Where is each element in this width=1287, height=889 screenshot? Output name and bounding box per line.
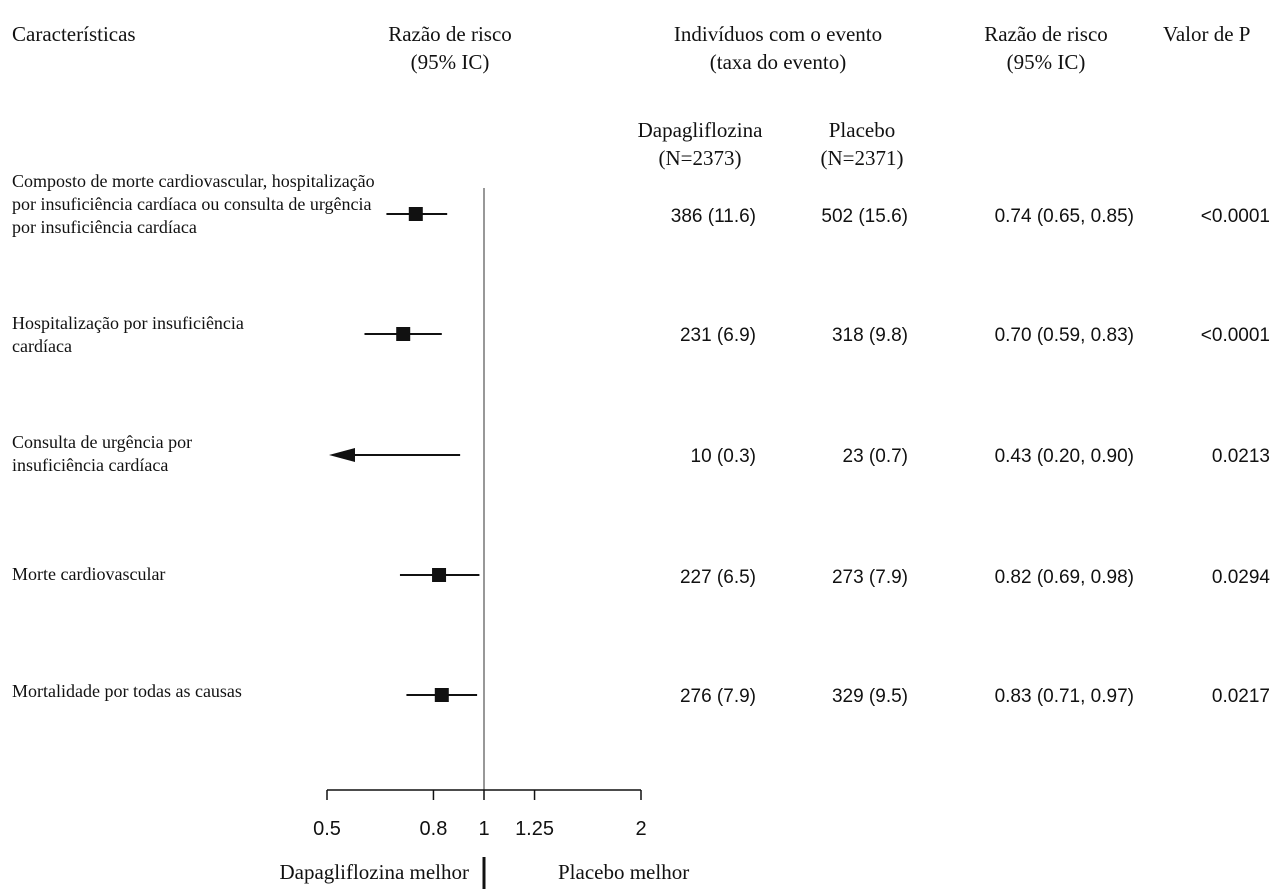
tick-label: 1 <box>478 818 490 840</box>
row-placebo-events: 23 (0.7) <box>842 446 908 467</box>
row-p-value: <0.0001 <box>1200 325 1270 346</box>
tick-label: 2 <box>635 818 647 840</box>
row-hr-text: 0.70 (0.59, 0.83) <box>994 325 1134 346</box>
row-p-value: 0.0294 <box>1211 567 1270 588</box>
row-hr-text: 0.82 (0.69, 0.98) <box>994 567 1134 588</box>
row-placebo-events: 329 (9.5) <box>831 686 908 707</box>
row-placebo-events: 273 (7.9) <box>831 567 908 588</box>
header-placebo-name: Placebo <box>828 118 896 142</box>
row-p-value: 0.0213 <box>1211 446 1270 467</box>
header-hr-column-line1: Razão de risco <box>984 22 1108 46</box>
row-label-cv-death: Morte cardiovascular <box>12 564 166 584</box>
placebo-better-label: Placebo melhor <box>558 860 690 884</box>
point-estimate <box>434 688 449 702</box>
row-dapa-events: 386 (11.6) <box>670 206 756 227</box>
header-events: Indivíduos com o evento (taxa do evento) <box>674 20 882 76</box>
row-hr-text: 0.43 (0.20, 0.90) <box>994 446 1134 467</box>
favor-divider <box>482 857 486 889</box>
point-estimate <box>396 327 411 341</box>
row-dapa-events: 231 (6.9) <box>679 325 756 346</box>
header-p-value: Valor de P <box>1163 22 1251 46</box>
point-estimate <box>408 207 423 221</box>
row-hr-text: 0.83 (0.71, 0.97) <box>994 686 1134 707</box>
row-placebo-events: 502 (15.6) <box>821 206 908 227</box>
header-hr-plot: Razão de risco (95% IC) <box>388 20 512 76</box>
header-events-line2: (taxa do evento) <box>709 50 847 74</box>
dapagliflozin-better-label: Dapagliflozina melhor <box>279 860 469 884</box>
header-placebo: Placebo (N=2371) <box>821 116 904 172</box>
row-label-all-cause-mortality: Mortalidade por todas as causas <box>12 681 242 701</box>
row-placebo-events: 318 (9.8) <box>831 325 908 346</box>
header-hr-plot-line2: (95% IC) <box>410 50 490 74</box>
header-hr-column-line2: (95% IC) <box>1006 50 1086 74</box>
row-dapa-events: 10 (0.3) <box>690 446 756 467</box>
header-placebo-n: (N=2371) <box>820 146 904 170</box>
row-p-value: 0.0217 <box>1211 686 1270 707</box>
ci-arrow <box>329 448 355 462</box>
tick-label: 0.8 <box>419 818 448 840</box>
header-dapagliflozin-n: (N=2373) <box>658 146 742 170</box>
row-dapa-events: 276 (7.9) <box>679 686 756 707</box>
point-estimate <box>432 568 447 582</box>
row-hr-text: 0.74 (0.65, 0.85) <box>994 206 1134 227</box>
header-hr-column: Razão de risco (95% IC) <box>984 20 1108 76</box>
header-events-line1: Indivíduos com o evento <box>673 22 883 46</box>
tick-label: 0.5 <box>313 818 341 840</box>
row-label-urgent-visit: Consulta de urgência por insuficiência c… <box>12 432 193 475</box>
row-dapa-events: 227 (6.5) <box>679 567 756 588</box>
header-hr-plot-line1: Razão de risco <box>388 22 512 46</box>
header-characteristics: Características <box>12 22 136 46</box>
row-label-composite: Composto de morte cardiovascular, hospit… <box>12 171 375 237</box>
header-dapagliflozin: Dapagliflozina (N=2373) <box>638 116 763 172</box>
row-label-hf-hospitalization: Hospitalização por insuficiência cardíac… <box>12 313 244 356</box>
tick-label: 1.25 <box>515 818 554 840</box>
row-p-value: <0.0001 <box>1200 206 1270 227</box>
header-dapagliflozin-name: Dapagliflozina <box>637 118 763 142</box>
